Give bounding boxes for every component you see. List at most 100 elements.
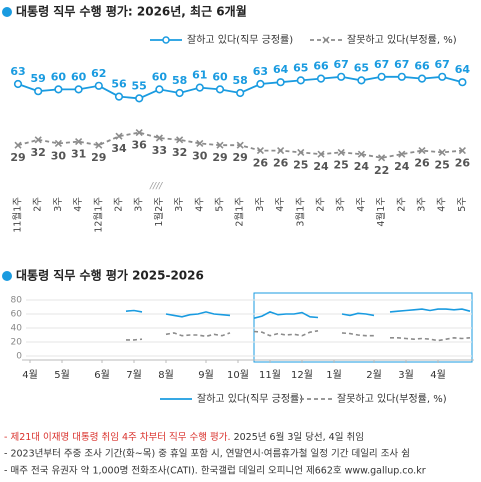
series-line <box>126 330 471 342</box>
point-marker <box>317 150 325 158</box>
point-marker <box>398 150 406 158</box>
value-label: 60 <box>71 70 87 83</box>
x-tick-label: 8월 <box>158 369 174 381</box>
value-label: 26 <box>253 157 269 170</box>
x-tick-label: 11월 <box>259 369 281 381</box>
point-marker <box>256 79 265 89</box>
point-marker <box>14 141 22 149</box>
value-label: 60 <box>152 70 168 83</box>
value-label: 59 <box>31 72 46 85</box>
point-marker <box>155 85 164 94</box>
point-marker <box>135 129 143 137</box>
x-tick-label: 2주 <box>114 197 125 212</box>
x-tick-label: 3주 <box>53 197 64 212</box>
point-marker <box>377 72 386 81</box>
x-tick-label: 3주 <box>134 197 145 212</box>
value-label: 65 <box>293 61 308 74</box>
value-label: 67 <box>394 58 409 71</box>
x-tick-label: 3주 <box>417 197 428 212</box>
point-marker <box>155 134 163 142</box>
value-label: 25 <box>435 158 450 171</box>
chart-title: 대통령 직무 수행 평가: 2026년, 최근 6개월 <box>16 4 247 19</box>
value-label: 25 <box>334 158 349 171</box>
legend-marker <box>162 36 170 44</box>
point-marker <box>195 83 204 92</box>
x-tick-label: 11월1주 <box>12 197 24 233</box>
point-marker <box>316 74 326 83</box>
value-label: 26 <box>455 157 471 170</box>
value-label: 64 <box>455 63 471 76</box>
value-label: 36 <box>132 139 148 152</box>
value-label: 29 <box>10 151 25 164</box>
x-tick-label: 2주 <box>396 197 407 212</box>
point-marker <box>337 72 346 81</box>
legend-label: 잘하고 있다(직무 긍정률) <box>197 392 303 405</box>
x-tick-label: 3월 <box>398 369 414 381</box>
point-marker <box>418 147 426 155</box>
value-label: 66 <box>414 60 430 73</box>
value-label: 67 <box>435 58 450 71</box>
point-marker <box>277 147 285 155</box>
point-marker <box>75 138 83 146</box>
value-label: 31 <box>71 148 86 161</box>
value-label: 58 <box>233 74 248 87</box>
value-label: 63 <box>253 65 268 78</box>
point-marker <box>114 92 124 101</box>
value-label: 34 <box>111 142 127 155</box>
x-tick-label: 1월 <box>326 369 342 381</box>
x-tick-label: 1월2주 <box>153 197 165 227</box>
point-marker <box>296 76 305 85</box>
legend-label: 잘하고 있다(직무 긍정률) <box>187 33 293 46</box>
x-tick-label: 2주 <box>33 197 44 212</box>
point-marker <box>397 72 406 81</box>
point-marker <box>34 87 43 96</box>
point-marker <box>276 78 285 87</box>
point-marker <box>236 88 245 98</box>
x-tick-label: 2주 <box>316 197 327 212</box>
x-tick-label: 4주 <box>356 197 367 212</box>
footnote-red: - 제21대 이재명 대통령 취임 4주 차부터 직무 수행 평가. <box>4 431 231 443</box>
x-tick-label: 4주 <box>194 197 205 212</box>
legend-label: 잘못하고 있다(부정률, %) <box>347 33 457 46</box>
x-tick-label: 3주 <box>174 197 185 212</box>
x-tick-label: 4주 <box>437 197 448 212</box>
point-marker <box>95 141 103 149</box>
value-label: 30 <box>51 149 67 162</box>
legend-marker <box>322 36 330 44</box>
footnote-text: 2025년 6월 3일 당선, 4일 취임 <box>231 431 364 443</box>
value-label: 24 <box>394 160 410 173</box>
value-label: 26 <box>414 157 430 170</box>
value-label: 60 <box>51 70 67 83</box>
value-label: 63 <box>10 65 25 78</box>
point-marker <box>357 150 365 158</box>
value-label: 32 <box>172 146 187 159</box>
value-label: 25 <box>293 158 308 171</box>
x-tick-label: 12월 <box>291 369 313 381</box>
footnote: - 매주 전국 유권자 약 1,000명 전화조사(CATI). 한국갤럽 데일… <box>4 465 426 477</box>
x-tick-label: 3월1주 <box>294 197 306 227</box>
point-marker <box>458 147 466 155</box>
x-tick-label: 2월 <box>366 369 382 381</box>
x-tick-label: 5월 <box>54 369 70 381</box>
value-label: 62 <box>91 67 106 80</box>
footnote: - 2023년부터 주중 조사 기간(화~목) 중 휴일 포함 시, 연말연시·… <box>4 448 410 460</box>
value-label: 66 <box>313 60 329 73</box>
value-label: 61 <box>192 69 207 82</box>
point-marker <box>215 85 225 94</box>
point-marker <box>337 148 345 156</box>
value-label: 67 <box>334 58 349 71</box>
value-label: 29 <box>212 151 227 164</box>
value-label: 55 <box>132 79 147 92</box>
point-marker <box>297 148 305 156</box>
point-marker <box>115 132 123 140</box>
value-label: 29 <box>233 151 248 164</box>
x-tick-label: 9월 <box>198 369 214 381</box>
x-tick-label: 3주 <box>255 197 266 212</box>
value-label: 58 <box>172 74 187 87</box>
x-tick-label: 7월 <box>126 369 142 381</box>
y-tick-label: 0 <box>16 352 22 362</box>
point-marker <box>256 147 264 155</box>
chart-title: 대통령 직무 수행 평가 2025-2026 <box>16 268 204 283</box>
footnote: - 제21대 이재명 대통령 취임 4주 차부터 직무 수행 평가. 2025년… <box>4 431 364 443</box>
